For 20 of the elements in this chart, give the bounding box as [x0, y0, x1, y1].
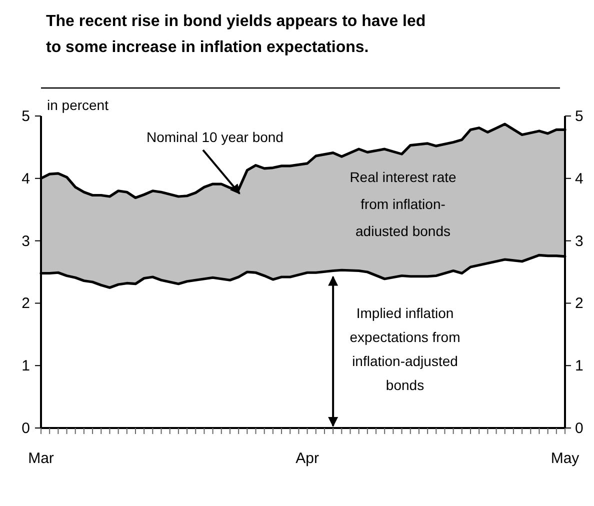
y2-tick-label: 0: [575, 420, 584, 437]
y2-tick-label: 5: [575, 108, 584, 125]
text: Implied inflation expectations from inflation-adjusted bonds: [350, 305, 460, 393]
y-tick-label: 1: [22, 358, 30, 375]
y2-tick-label: 1: [575, 358, 584, 375]
y-tick-label: 4: [22, 170, 30, 188]
y-tick-label: 3: [22, 232, 30, 250]
y-axis-title: in percent: [47, 97, 109, 113]
annotation: Real interest rate from inflation- adiusted bonds: [350, 169, 457, 239]
series-label: Nominal 10 year bond: [146, 129, 284, 145]
y-tick-label: 0: [22, 420, 30, 437]
x-tick-label: Apr: [296, 450, 319, 467]
y2-tick-label: 2: [575, 295, 584, 312]
y-tick-label: 5: [22, 108, 30, 125]
x-tick-label: Mar: [28, 450, 54, 467]
chart-title: The recent rise in bond yields appears to have led to some increase in inflation expectations.: [46, 13, 426, 56]
x-tick-label: May: [550, 450, 580, 467]
y-tick-label: 2: [22, 295, 30, 312]
y2-tick-label: 3: [575, 232, 584, 250]
y2-tick-label: 4: [575, 170, 584, 188]
